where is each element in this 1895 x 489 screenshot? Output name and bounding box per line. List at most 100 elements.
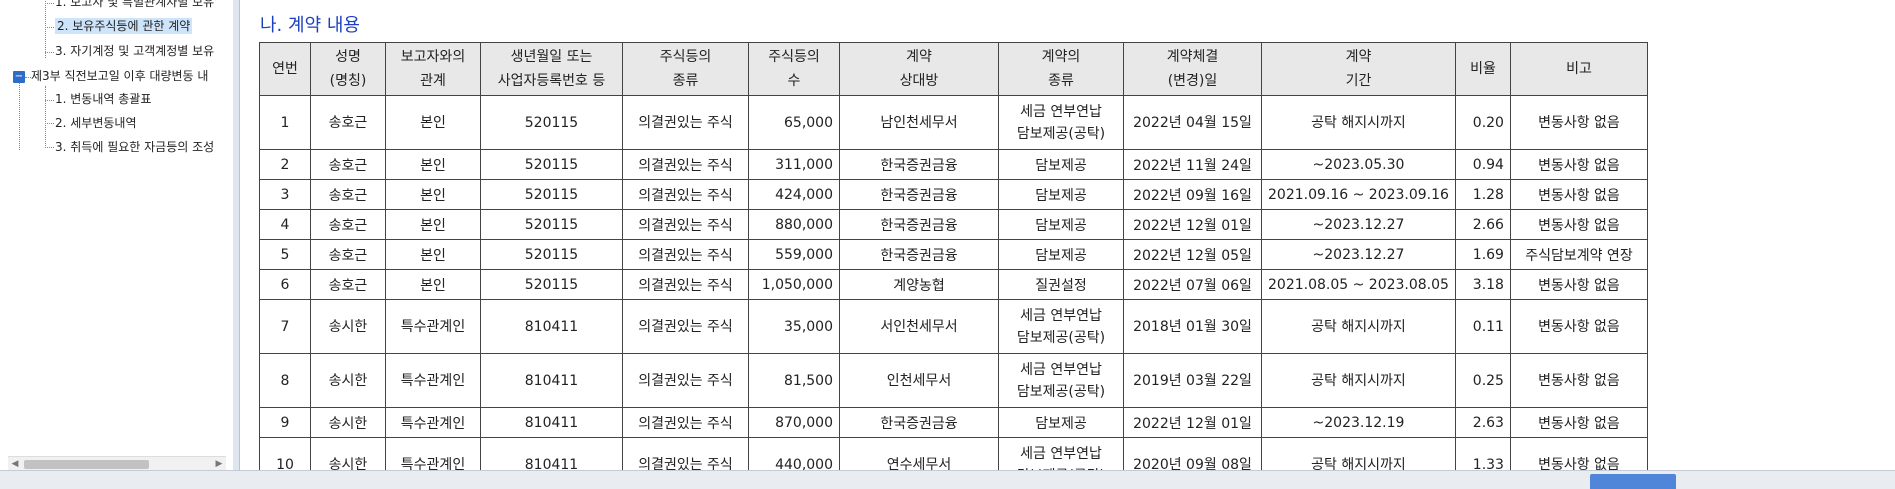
table-row: 3 송호근 본인 520115 의결권있는 주식 424,000 한국증권금융 담보제공 202… (259, 179, 1648, 210)
scroll-right-icon[interactable]: ▶ (215, 459, 223, 469)
cell-name: 송시한 (310, 407, 386, 438)
cell-name: 송호근 (310, 239, 386, 270)
cell-no: 3 (259, 179, 311, 210)
cell-no: 10 (259, 437, 311, 470)
document-content: 나. 계약 내용 연번 성명 (명칭) 보고자와의 관계 생년월일 또는 사업자등록번… (240, 0, 1870, 470)
cell-note: 변동사항 없음 (1509, 209, 1648, 240)
cell-counterparty: 한국증권금융 (839, 179, 999, 210)
cell-share-type: 의결권있는 주식 (622, 239, 749, 270)
table-row: 5 송호근 본인 520115 의결권있는 주식 559,000 한국증권금융 담보제공 202… (259, 239, 1648, 270)
cell-name: 송호근 (310, 149, 386, 180)
cell-share-qty: 311,000 (748, 149, 840, 180)
tree-item-change-details[interactable]: 2. 세부변동내역 (55, 113, 137, 133)
cell-note: 주식담보계약 연장 (1509, 239, 1648, 270)
tree-item-own-customer-account[interactable]: 3. 자기계정 및 고객계정별 보유 (55, 41, 214, 61)
cell-share-qty: 424,000 (748, 179, 840, 210)
cell-contract-kind: 담보제공 (998, 179, 1124, 210)
cell-share-qty: 35,000 (748, 299, 840, 354)
tree-item-label: 3. 취득에 필요한 자금등의 조성 (55, 140, 215, 154)
cell-relation: 본인 (385, 239, 481, 270)
cell-counterparty: 한국증권금융 (839, 149, 999, 180)
cell-ratio: 0.94 (1454, 149, 1511, 180)
table-row: 1 송호근 본인 520115 의결권있는 주식 65,000 남인천세무서 세금 연부연납 담… (259, 95, 1648, 150)
cell-counterparty: 연수세무서 (839, 437, 999, 470)
scrollbar-thumb[interactable] (24, 460, 149, 469)
cell-birth-or-reg-no: 520115 (480, 149, 623, 180)
cell-note: 변동사항 없음 (1509, 179, 1648, 210)
cell-note: 변동사항 없음 (1509, 149, 1648, 180)
cell-share-type: 의결권있는 주식 (622, 437, 749, 470)
table-row: 8 송시한 특수관계인 810411 의결권있는 주식 81,500 인천세무서 세금 연부연… (259, 353, 1648, 408)
cell-share-type: 의결권있는 주식 (622, 95, 749, 150)
cell-share-qty: 880,000 (748, 209, 840, 240)
cell-relation: 특수관계인 (385, 353, 481, 408)
tree-horizontal-scrollbar[interactable]: ◀ ▶ (8, 456, 226, 470)
cell-contract-kind: 담보제공 (998, 407, 1124, 438)
cell-note: 변동사항 없음 (1509, 299, 1648, 354)
cell-name: 송시한 (310, 299, 386, 354)
cell-counterparty: 남인천세무서 (839, 95, 999, 150)
cell-name: 송호근 (310, 269, 386, 300)
header-note: 비고 (1509, 42, 1648, 96)
tree-item-label: 3. 자기계정 및 고객계정별 보유 (55, 44, 215, 58)
cell-name: 송호근 (310, 179, 386, 210)
tree-connector (45, 52, 54, 53)
cell-relation: 특수관계인 (385, 437, 481, 470)
cell-note: 변동사항 없음 (1509, 437, 1648, 470)
tree-connector (45, 100, 54, 101)
tree-item-change-summary[interactable]: 1. 변동내역 총괄표 (55, 89, 151, 109)
tree-item-contracts[interactable]: 2. 보유주식등에 관한 계약 (55, 16, 193, 36)
cell-contract-date: 2018년 01월 30일 (1123, 299, 1262, 354)
tree-item-funding-source[interactable]: 3. 취득에 필요한 자금등의 조성 (55, 137, 214, 157)
cell-no: 7 (259, 299, 311, 354)
cell-contract-period: ~2023.12.27 (1261, 239, 1456, 270)
cell-ratio: 0.11 (1454, 299, 1511, 354)
cell-contract-period: ~2023.12.19 (1261, 407, 1456, 438)
tree-item-part3[interactable]: 제3부 직전보고일 이후 대량변동 내 (31, 66, 208, 86)
cell-no: 1 (259, 95, 311, 150)
header-ratio: 비율 (1454, 42, 1511, 96)
cell-contract-kind: 담보제공 (998, 239, 1124, 270)
table-row: 6 송호근 본인 520115 의결권있는 주식 1,050,000 계양농협 질권설정 202… (259, 269, 1648, 300)
cell-share-type: 의결권있는 주식 (622, 149, 749, 180)
cell-ratio: 1.69 (1454, 239, 1511, 270)
cell-name: 송시한 (310, 437, 386, 470)
bottom-tab-button[interactable] (1590, 474, 1676, 489)
cell-name: 송호근 (310, 209, 386, 240)
cell-contract-date: 2022년 04월 15일 (1123, 95, 1262, 150)
header-relation: 보고자와의 관계 (385, 42, 481, 96)
cell-contract-kind: 질권설정 (998, 269, 1124, 300)
cell-birth-or-reg-no: 810411 (480, 299, 623, 354)
cell-birth-or-reg-no: 810411 (480, 407, 623, 438)
table-row: 2 송호근 본인 520115 의결권있는 주식 311,000 한국증권금융 담보제공 202… (259, 149, 1648, 180)
cell-contract-period: ~2023.05.30 (1261, 149, 1456, 180)
tree-item-label: 2. 세부변동내역 (55, 116, 137, 130)
cell-relation: 특수관계인 (385, 407, 481, 438)
panel-splitter[interactable] (233, 0, 240, 470)
tree-item-holding-by-reporter[interactable]: 1. 보고자 및 특별관계자별 보유 (55, 0, 214, 12)
cell-contract-date: 2020년 09월 08일 (1123, 437, 1262, 470)
cell-share-qty: 559,000 (748, 239, 840, 270)
collapse-toggle-icon[interactable]: − (13, 71, 25, 83)
tree-connector (45, 3, 54, 4)
cell-counterparty: 서인천세무서 (839, 299, 999, 354)
cell-counterparty: 계양농협 (839, 269, 999, 300)
tree-connector (45, 86, 46, 148)
cell-birth-or-reg-no: 810411 (480, 437, 623, 470)
cell-birth-or-reg-no: 520115 (480, 95, 623, 150)
cell-note: 변동사항 없음 (1509, 95, 1648, 150)
cell-birth-or-reg-no: 810411 (480, 353, 623, 408)
cell-contract-kind: 담보제공 (998, 149, 1124, 180)
cell-contract-date: 2022년 12월 01일 (1123, 407, 1262, 438)
header-contract-date: 계약체결 (변경)일 (1123, 42, 1262, 96)
cell-share-type: 의결권있는 주식 (622, 269, 749, 300)
cell-contract-date: 2022년 07월 06일 (1123, 269, 1262, 300)
cell-birth-or-reg-no: 520115 (480, 209, 623, 240)
cell-contract-period: 공탁 해지시까지 (1261, 437, 1456, 470)
scroll-left-icon[interactable]: ◀ (11, 459, 19, 469)
cell-share-type: 의결권있는 주식 (622, 299, 749, 354)
cell-counterparty: 한국증권금융 (839, 239, 999, 270)
tree-connector (45, 123, 54, 124)
header-share-type: 주식등의 종류 (622, 42, 749, 96)
